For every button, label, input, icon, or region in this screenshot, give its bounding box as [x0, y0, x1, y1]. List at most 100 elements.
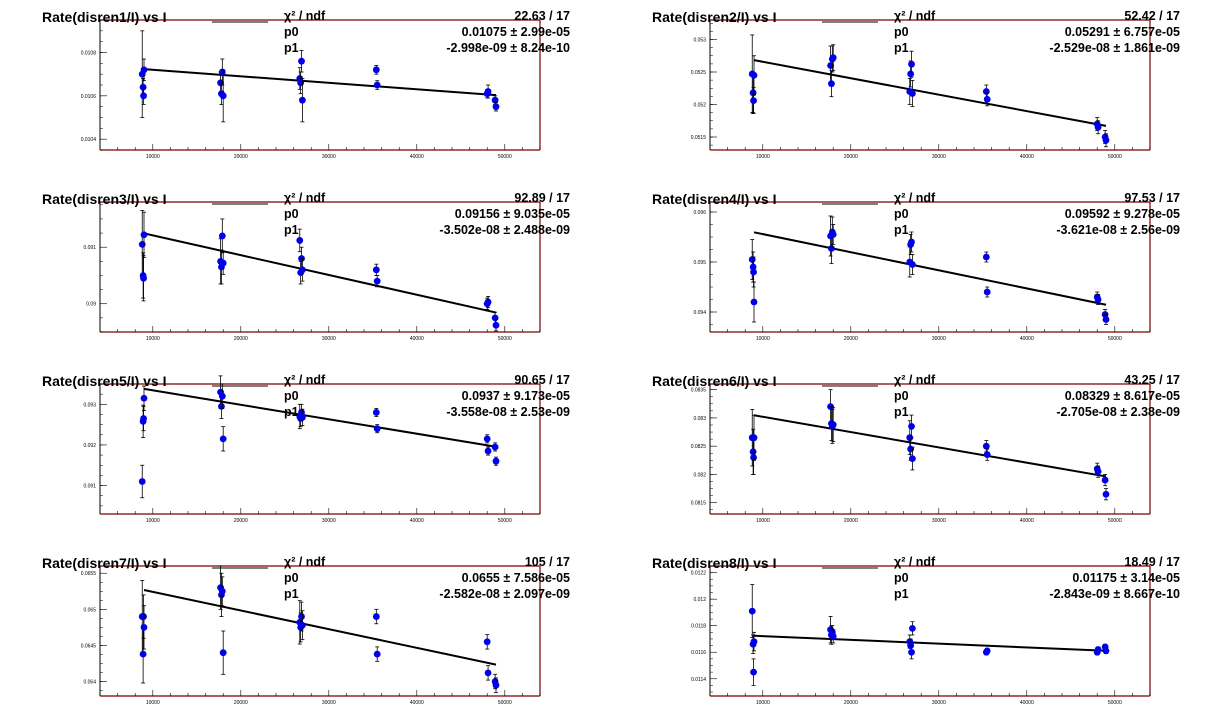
data-point — [907, 445, 915, 453]
data-point — [750, 298, 758, 306]
data-point — [140, 623, 148, 631]
stats-p1-value: -3.621e-08 ± 2.56e-09 — [1056, 223, 1180, 237]
y-tick-label: 0.0122 — [691, 571, 707, 577]
data-point — [492, 103, 500, 111]
stats-chi2-label: χ² / ndf — [894, 373, 936, 387]
x-tick-label: 30000 — [322, 700, 336, 706]
x-tick-label: 50000 — [498, 700, 512, 706]
stats-chi2-value: 22.63 / 17 — [514, 9, 570, 23]
y-tick-label: 0.0104 — [81, 137, 97, 143]
stats-chi2-label: χ² / ndf — [284, 373, 326, 387]
data-point — [982, 442, 990, 450]
data-point — [1094, 646, 1102, 653]
data-point — [828, 80, 835, 88]
fit-line — [143, 232, 497, 314]
stats-p1-value: -3.558e-08 ± 2.53e-09 — [446, 405, 570, 419]
plot-title: Rate(disren3/I) vs I — [42, 191, 167, 207]
stats-p0-label: p0 — [894, 25, 909, 39]
data-point — [299, 96, 306, 104]
data-point — [982, 88, 990, 95]
x-tick-label: 40000 — [410, 700, 424, 706]
stats-p0-value: 0.09156 ± 9.035e-05 — [455, 207, 570, 221]
y-tick-label: 0.0515 — [691, 135, 707, 141]
stats-p1-label: p1 — [894, 223, 909, 237]
data-point — [909, 624, 916, 632]
data-point — [373, 277, 381, 285]
stats-p0-value: 0.0655 ± 7.586e-05 — [462, 571, 570, 585]
stats-p0-label: p0 — [284, 571, 299, 585]
x-tick-label: 50000 — [498, 336, 512, 342]
data-point — [1102, 647, 1110, 655]
data-point — [983, 647, 991, 655]
x-tick-label: 40000 — [1020, 700, 1034, 706]
data-point — [908, 238, 915, 246]
stats-p0-label: p0 — [894, 389, 909, 403]
y-tick-label: 0.064 — [83, 680, 96, 686]
stats-p0-label: p0 — [284, 207, 299, 221]
data-point — [140, 415, 147, 422]
x-tick-label: 40000 — [1020, 154, 1034, 160]
data-point — [491, 96, 499, 104]
stats-p1-value: -2.705e-08 ± 2.38e-09 — [1056, 405, 1180, 419]
data-point — [1102, 490, 1110, 498]
fit-line — [143, 387, 497, 448]
data-point — [218, 392, 226, 400]
data-point — [909, 455, 916, 463]
data-point — [750, 268, 757, 276]
stats-chi2-label: χ² / ndf — [894, 555, 936, 569]
data-point — [750, 454, 757, 461]
x-tick-label: 10000 — [146, 518, 160, 524]
data-point — [491, 443, 499, 451]
data-point — [983, 451, 991, 459]
data-point — [299, 413, 306, 421]
data-point — [492, 321, 500, 329]
data-point — [138, 240, 146, 248]
stats-p1-label: p1 — [894, 405, 909, 419]
data-point — [140, 613, 147, 620]
x-tick-label: 50000 — [498, 518, 512, 524]
x-tick-label: 40000 — [1020, 336, 1034, 342]
data-point — [1094, 468, 1102, 476]
data-point — [219, 649, 227, 657]
data-point — [983, 288, 991, 296]
data-point — [829, 632, 837, 640]
data-point — [372, 409, 380, 416]
chart-panel-5: 10000 20000 30000 40000 50000 0.091 0.092 0.093… — [42, 373, 570, 524]
stats-p0-value: 0.08329 ± 8.617e-05 — [1065, 389, 1180, 403]
data-point — [372, 66, 380, 74]
stats-p0-label: p0 — [284, 25, 299, 39]
stats-chi2-value: 105 / 17 — [525, 555, 570, 569]
data-point — [1102, 136, 1110, 144]
y-tick-label: 0.0108 — [81, 51, 97, 57]
data-point — [373, 650, 381, 658]
data-point — [750, 97, 757, 104]
data-point — [1102, 316, 1110, 323]
data-point — [373, 425, 381, 433]
data-point — [218, 232, 226, 240]
x-tick-label: 10000 — [756, 154, 770, 160]
x-tick-label: 20000 — [844, 336, 858, 342]
x-tick-label: 20000 — [234, 518, 248, 524]
y-tick-label: 0.053 — [693, 38, 706, 44]
x-tick-label: 50000 — [1108, 518, 1122, 524]
x-tick-label: 40000 — [410, 154, 424, 160]
x-tick-label: 50000 — [1108, 336, 1122, 342]
fit-line — [753, 231, 1107, 306]
data-point — [139, 650, 147, 658]
chart-panel-7: 10000 20000 30000 40000 50000 0.064 0.0645 0.06… — [42, 555, 570, 706]
y-tick-label: 0.092 — [83, 443, 96, 449]
x-tick-label: 30000 — [932, 336, 946, 342]
data-point — [296, 237, 304, 244]
y-tick-label: 0.0525 — [691, 70, 707, 76]
stats-p1-value: -2.843e-09 ± 8.667e-10 — [1049, 587, 1180, 601]
data-point — [749, 263, 757, 271]
data-point — [483, 638, 491, 646]
data-point — [491, 314, 499, 322]
data-point — [140, 231, 148, 239]
data-point — [484, 298, 492, 306]
data-point — [829, 231, 837, 238]
fit-line — [753, 414, 1107, 478]
data-point — [219, 92, 227, 100]
data-point — [219, 435, 227, 443]
plot-title: Rate(disren5/I) vs I — [42, 373, 167, 389]
